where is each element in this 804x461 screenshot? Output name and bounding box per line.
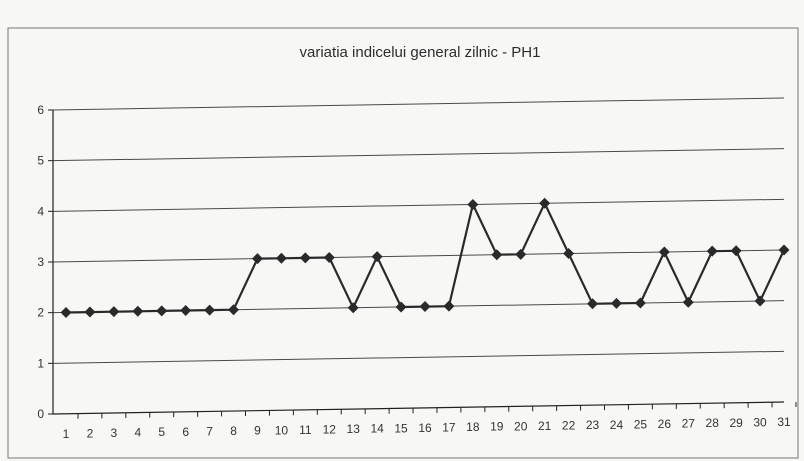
- x-tick-label: 26: [658, 417, 672, 431]
- data-point-marker: [228, 304, 240, 316]
- data-point-marker: [467, 198, 479, 210]
- x-tick-label: 27: [682, 417, 696, 431]
- data-point-marker: [204, 304, 216, 316]
- x-tick-label: 20: [514, 419, 528, 433]
- x-tick-label: 12: [323, 422, 337, 436]
- x-tick-label: 28: [706, 416, 720, 430]
- marker-layer: [60, 197, 790, 318]
- x-tick-label: 16: [418, 421, 432, 435]
- y-tick-label: 4: [37, 204, 44, 218]
- x-tick-label: 5: [158, 425, 165, 439]
- x-tick-label: 17: [442, 421, 456, 435]
- gridline: [52, 350, 785, 364]
- x-tick-label: 30: [753, 415, 767, 429]
- y-tick-label: 5: [37, 154, 44, 168]
- gridline: [52, 148, 785, 162]
- x-tick-label: 9: [254, 424, 261, 438]
- data-point-marker: [634, 297, 646, 309]
- x-tick-label: 11: [299, 423, 312, 437]
- x-tick-label: 4: [134, 426, 141, 440]
- data-point-marker: [778, 244, 790, 256]
- data-point-marker: [323, 251, 335, 263]
- data-point-marker: [539, 197, 551, 209]
- x-tick-label: 25: [634, 417, 648, 431]
- x-tick-label: 18: [466, 420, 480, 434]
- data-point-marker: [491, 249, 503, 261]
- gridline: [52, 97, 785, 111]
- x-tick-label: 31: [777, 415, 791, 429]
- data-point-marker: [515, 248, 527, 260]
- data-point-marker: [251, 253, 263, 265]
- data-point-marker: [371, 251, 383, 263]
- data-point-marker: [299, 252, 311, 264]
- x-tick-label: 19: [490, 420, 504, 434]
- x-tick-label: 15: [394, 421, 408, 435]
- x-tick-label: 29: [729, 416, 743, 430]
- x-tick-label: 21: [538, 419, 552, 433]
- x-tick-label: 13: [347, 422, 361, 436]
- x-tick-label: 7: [206, 424, 213, 438]
- x-tick-label: 24: [610, 418, 624, 432]
- data-point-marker: [108, 306, 120, 318]
- data-point-marker: [180, 304, 192, 316]
- gridline: [52, 198, 785, 212]
- y-tick-label: 3: [37, 255, 44, 269]
- data-point-marker: [347, 302, 359, 314]
- y-tick-label: 1: [37, 356, 44, 370]
- axis-layer: [48, 109, 797, 419]
- x-tick-label: 2: [87, 426, 94, 440]
- data-point-marker: [682, 296, 694, 308]
- x-tick-label: 23: [586, 418, 600, 432]
- data-point-marker: [563, 248, 575, 260]
- data-point-marker: [84, 306, 96, 318]
- x-tick-label: 14: [370, 422, 384, 436]
- x-tick-label: 3: [111, 426, 118, 440]
- data-point-marker: [443, 300, 455, 312]
- gridline: [52, 401, 785, 415]
- y-tick-label: 6: [37, 103, 44, 117]
- data-point-marker: [706, 245, 718, 257]
- x-tick-label: 22: [562, 419, 576, 433]
- y-tick-label: 2: [37, 306, 44, 320]
- chart-title: variatia indicelui general zilnic - PH1: [300, 44, 541, 61]
- data-point-marker: [60, 306, 72, 318]
- data-point-marker: [275, 252, 287, 264]
- x-tick-label: 8: [230, 424, 237, 438]
- data-point-marker: [132, 305, 144, 317]
- data-point-marker: [754, 295, 766, 307]
- y-tick-label: 0: [37, 407, 44, 421]
- data-point-marker: [610, 297, 622, 309]
- data-point-marker: [156, 305, 168, 317]
- data-point-marker: [658, 246, 670, 258]
- x-tick-label: 10: [275, 423, 289, 437]
- data-point-marker: [730, 245, 742, 257]
- x-tick-label: 1: [63, 427, 70, 441]
- x-tick-label: 6: [182, 425, 189, 439]
- chart-frame: [7, 27, 799, 459]
- data-point-marker: [419, 301, 431, 313]
- data-point-marker: [395, 301, 407, 313]
- data-point-marker: [587, 298, 599, 310]
